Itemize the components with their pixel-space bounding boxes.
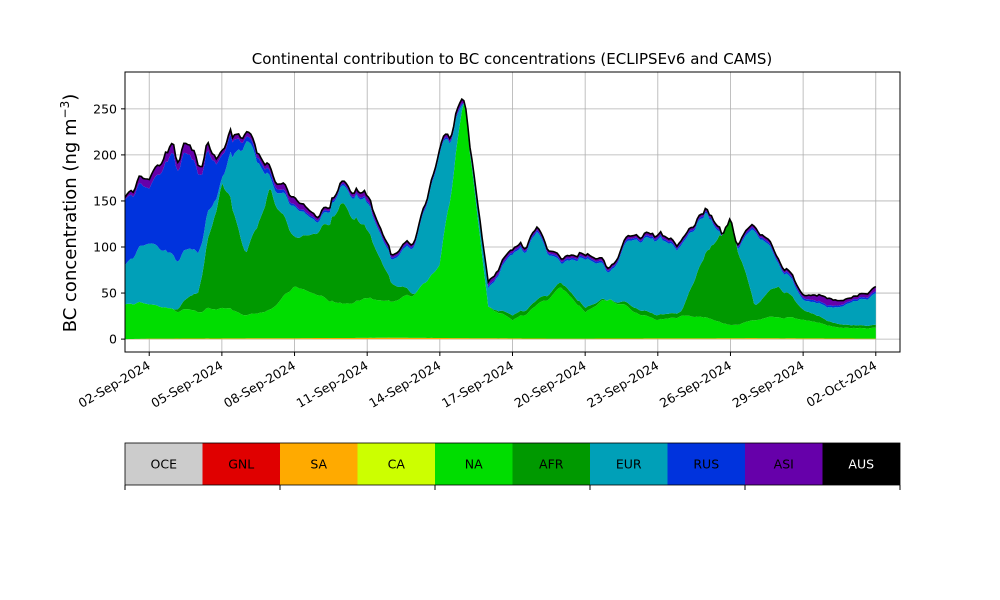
x-tick-label: 02-Oct-2024 bbox=[804, 358, 880, 410]
x-tick-label: 26-Sep-2024 bbox=[657, 358, 734, 411]
y-tick-label: 200 bbox=[93, 147, 117, 162]
y-tick-label: 100 bbox=[93, 240, 117, 255]
legend-swatch-oce bbox=[125, 443, 203, 485]
area-afr bbox=[125, 103, 876, 329]
legend-label-ca: CA bbox=[388, 457, 406, 472]
legend-label-asi: ASI bbox=[774, 457, 794, 472]
area-na bbox=[125, 103, 876, 340]
legend-swatch-sa bbox=[280, 443, 358, 485]
legend-label-oce: OCE bbox=[151, 457, 178, 472]
x-tick-label: 02-Sep-2024 bbox=[76, 358, 153, 411]
y-tick-label: 0 bbox=[109, 332, 117, 347]
x-tick-label: 08-Sep-2024 bbox=[221, 358, 298, 411]
x-tick-label: 14-Sep-2024 bbox=[366, 358, 443, 411]
y-tick-label: 50 bbox=[101, 286, 117, 301]
y-tick-label: 150 bbox=[93, 193, 117, 208]
x-tick-label: 20-Sep-2024 bbox=[512, 358, 589, 411]
legend-label-sa: SA bbox=[310, 457, 327, 472]
x-tick-label: 05-Sep-2024 bbox=[148, 358, 225, 411]
total-outline bbox=[124, 97, 877, 302]
legend-swatch-aus bbox=[822, 443, 900, 485]
legend-label-gnl: GNL bbox=[228, 457, 254, 472]
y-axis-label: BC concentration (ng m−3) bbox=[58, 94, 81, 333]
legend-swatch-ca bbox=[357, 443, 435, 485]
stacked-areas bbox=[124, 97, 877, 340]
area-sa bbox=[125, 337, 876, 340]
legend: OCE GNL SA CA NA AFR EUR RUS ASI AUS bbox=[124, 442, 901, 490]
legend-swatch-afr bbox=[512, 443, 590, 485]
x-tick-label: 23-Sep-2024 bbox=[584, 358, 661, 411]
legend-swatch-asi bbox=[745, 443, 823, 485]
x-tick-label: 17-Sep-2024 bbox=[439, 358, 516, 411]
x-tick-label: 29-Sep-2024 bbox=[730, 358, 807, 411]
legend-swatch-gnl bbox=[202, 443, 280, 485]
x-tick-label: 11-Sep-2024 bbox=[294, 358, 371, 411]
area-eur bbox=[125, 103, 876, 327]
legend-label-na: NA bbox=[465, 457, 483, 472]
chart-title: Continental contribution to BC concentra… bbox=[252, 50, 773, 68]
legend-swatch-na bbox=[435, 443, 513, 485]
legend-swatch-eur bbox=[590, 443, 668, 485]
legend-label-rus: RUS bbox=[693, 457, 719, 472]
legend-frame bbox=[124, 442, 901, 486]
legend-swatch-rus bbox=[667, 443, 745, 485]
legend-label-aus: AUS bbox=[848, 457, 874, 472]
legend-label-afr: AFR bbox=[539, 457, 564, 472]
legend-label-eur: EUR bbox=[616, 457, 642, 472]
y-tick-label: 250 bbox=[93, 101, 117, 116]
